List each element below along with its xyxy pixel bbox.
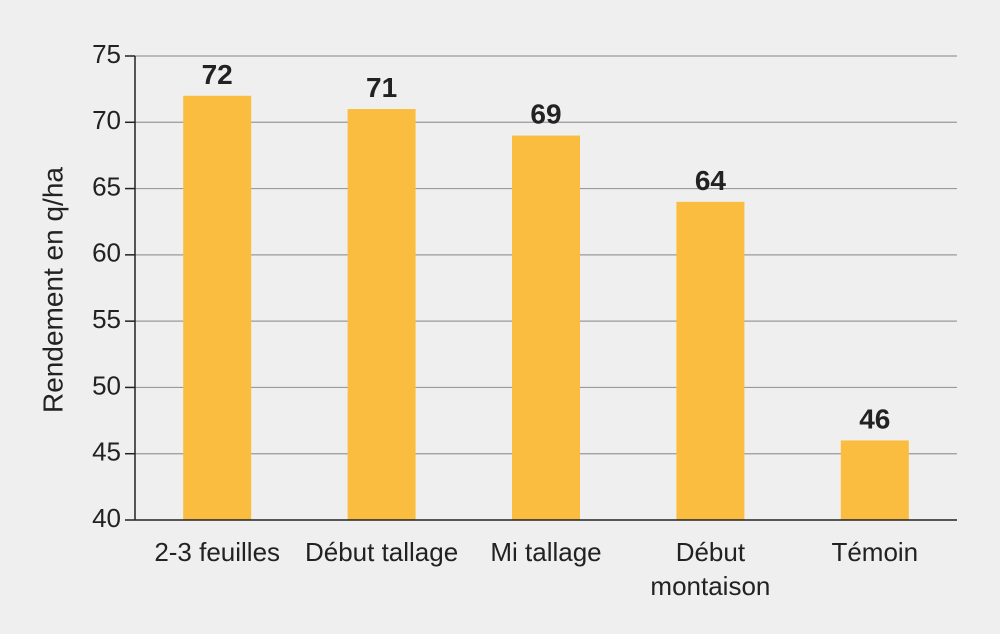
y-tick-label: 70 <box>92 105 121 135</box>
bar <box>840 440 909 520</box>
y-tick-label: 45 <box>92 437 121 467</box>
y-tick-label: 65 <box>92 171 121 201</box>
bar <box>512 135 580 521</box>
y-tick-label: 60 <box>92 238 121 268</box>
x-tick-label: Début montaison <box>650 537 771 601</box>
x-tick-label: Témoin <box>831 537 919 567</box>
x-tick-label: 2-3 feuilles <box>154 537 281 567</box>
data-label: 64 <box>695 165 727 196</box>
bar <box>347 109 416 521</box>
y-axis-title: Rendement en q/ha <box>37 167 68 413</box>
y-tick-label: 50 <box>92 370 121 400</box>
data-label: 72 <box>202 59 233 90</box>
data-label: 69 <box>530 99 561 130</box>
x-tick-label: Début tallage <box>304 537 459 567</box>
y-tick-label: 55 <box>92 304 121 334</box>
bar <box>183 95 252 521</box>
bar <box>676 201 745 521</box>
data-label: 71 <box>366 72 397 103</box>
x-tick-label: Mi tallage <box>490 537 602 567</box>
y-tick-label: 40 <box>92 503 121 533</box>
data-label: 46 <box>859 403 890 434</box>
y-tick-label: 75 <box>92 39 121 69</box>
